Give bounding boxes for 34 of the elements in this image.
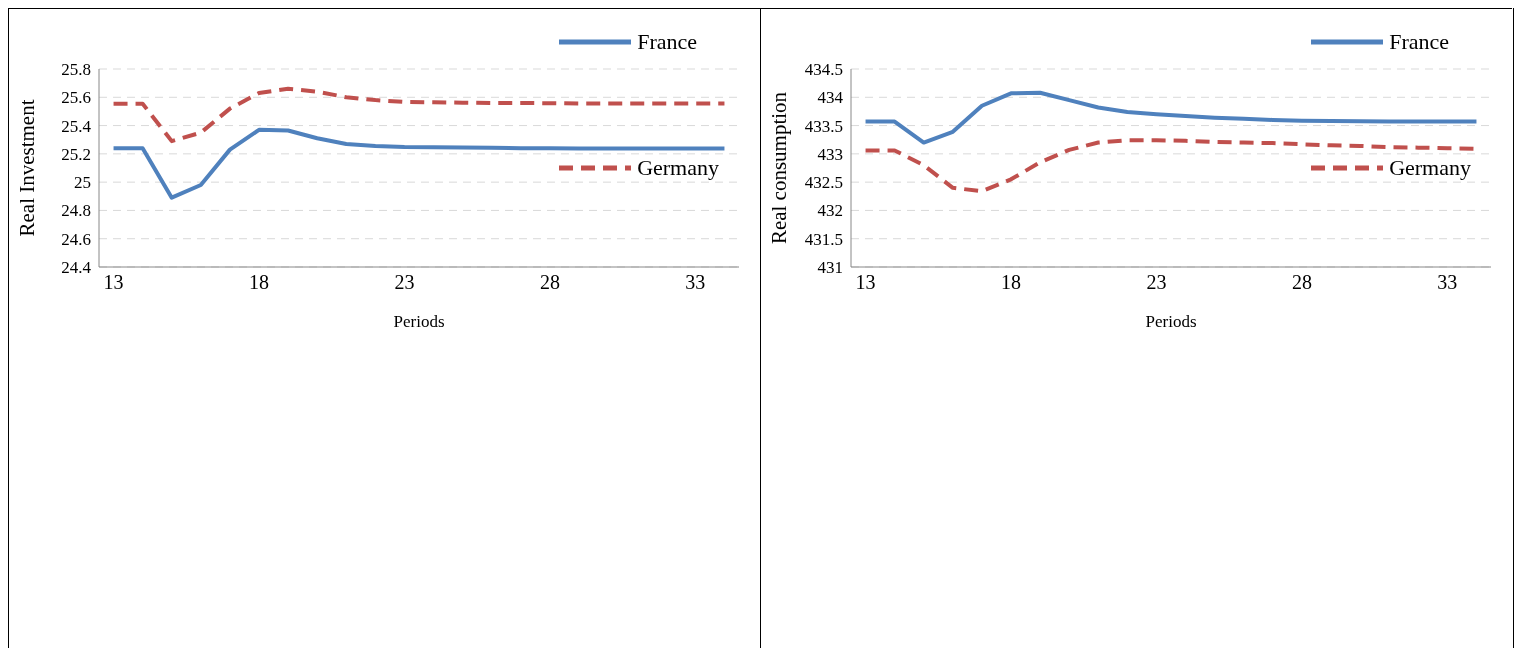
legend-label: Germany	[637, 155, 719, 181]
x-tick-label: 33	[685, 271, 706, 294]
y-tick-label: 24.8	[61, 201, 91, 221]
y-tick-label: 25.4	[61, 116, 92, 136]
y-tick-label: 433	[817, 144, 843, 164]
y-tick-label: 433.5	[804, 116, 843, 136]
y-tick-label: 431.5	[804, 229, 843, 249]
legend-label: France	[1389, 29, 1449, 55]
y-tick-label: 432.5	[804, 173, 843, 193]
x-tick-label: 13	[855, 271, 876, 294]
x-tick-label: 13	[103, 271, 124, 294]
y-tick-label: 25.6	[61, 88, 91, 108]
y-tick-label: 24.4	[61, 258, 92, 278]
y-tick-label: 25	[74, 173, 91, 193]
y-tick-label: 25.2	[61, 144, 91, 164]
y-tick-label: 24.6	[61, 229, 91, 249]
legend-label: France	[637, 29, 697, 55]
x-tick-label: 28	[539, 271, 560, 294]
x-tick-label: 23	[1146, 271, 1167, 294]
x-axis-title: Periods	[1145, 312, 1197, 331]
x-tick-label: 18	[249, 271, 269, 294]
x-tick-label: 33	[1437, 271, 1458, 294]
y-tick-label: 434.5	[804, 60, 843, 80]
y-tick-label: 434	[817, 88, 844, 108]
y-tick-label: 431	[817, 258, 843, 278]
legend-label: Germany	[1389, 155, 1471, 181]
y-tick-label: 432	[817, 201, 843, 221]
y-axis-title: Real Investment	[15, 99, 40, 237]
x-tick-label: 23	[394, 271, 415, 294]
x-tick-label: 28	[1291, 271, 1312, 294]
x-tick-label: 18	[1001, 271, 1021, 294]
y-tick-label: 25.8	[61, 60, 91, 80]
x-axis-title: Periods	[393, 312, 445, 331]
y-axis-title: Real consumption	[767, 91, 792, 245]
